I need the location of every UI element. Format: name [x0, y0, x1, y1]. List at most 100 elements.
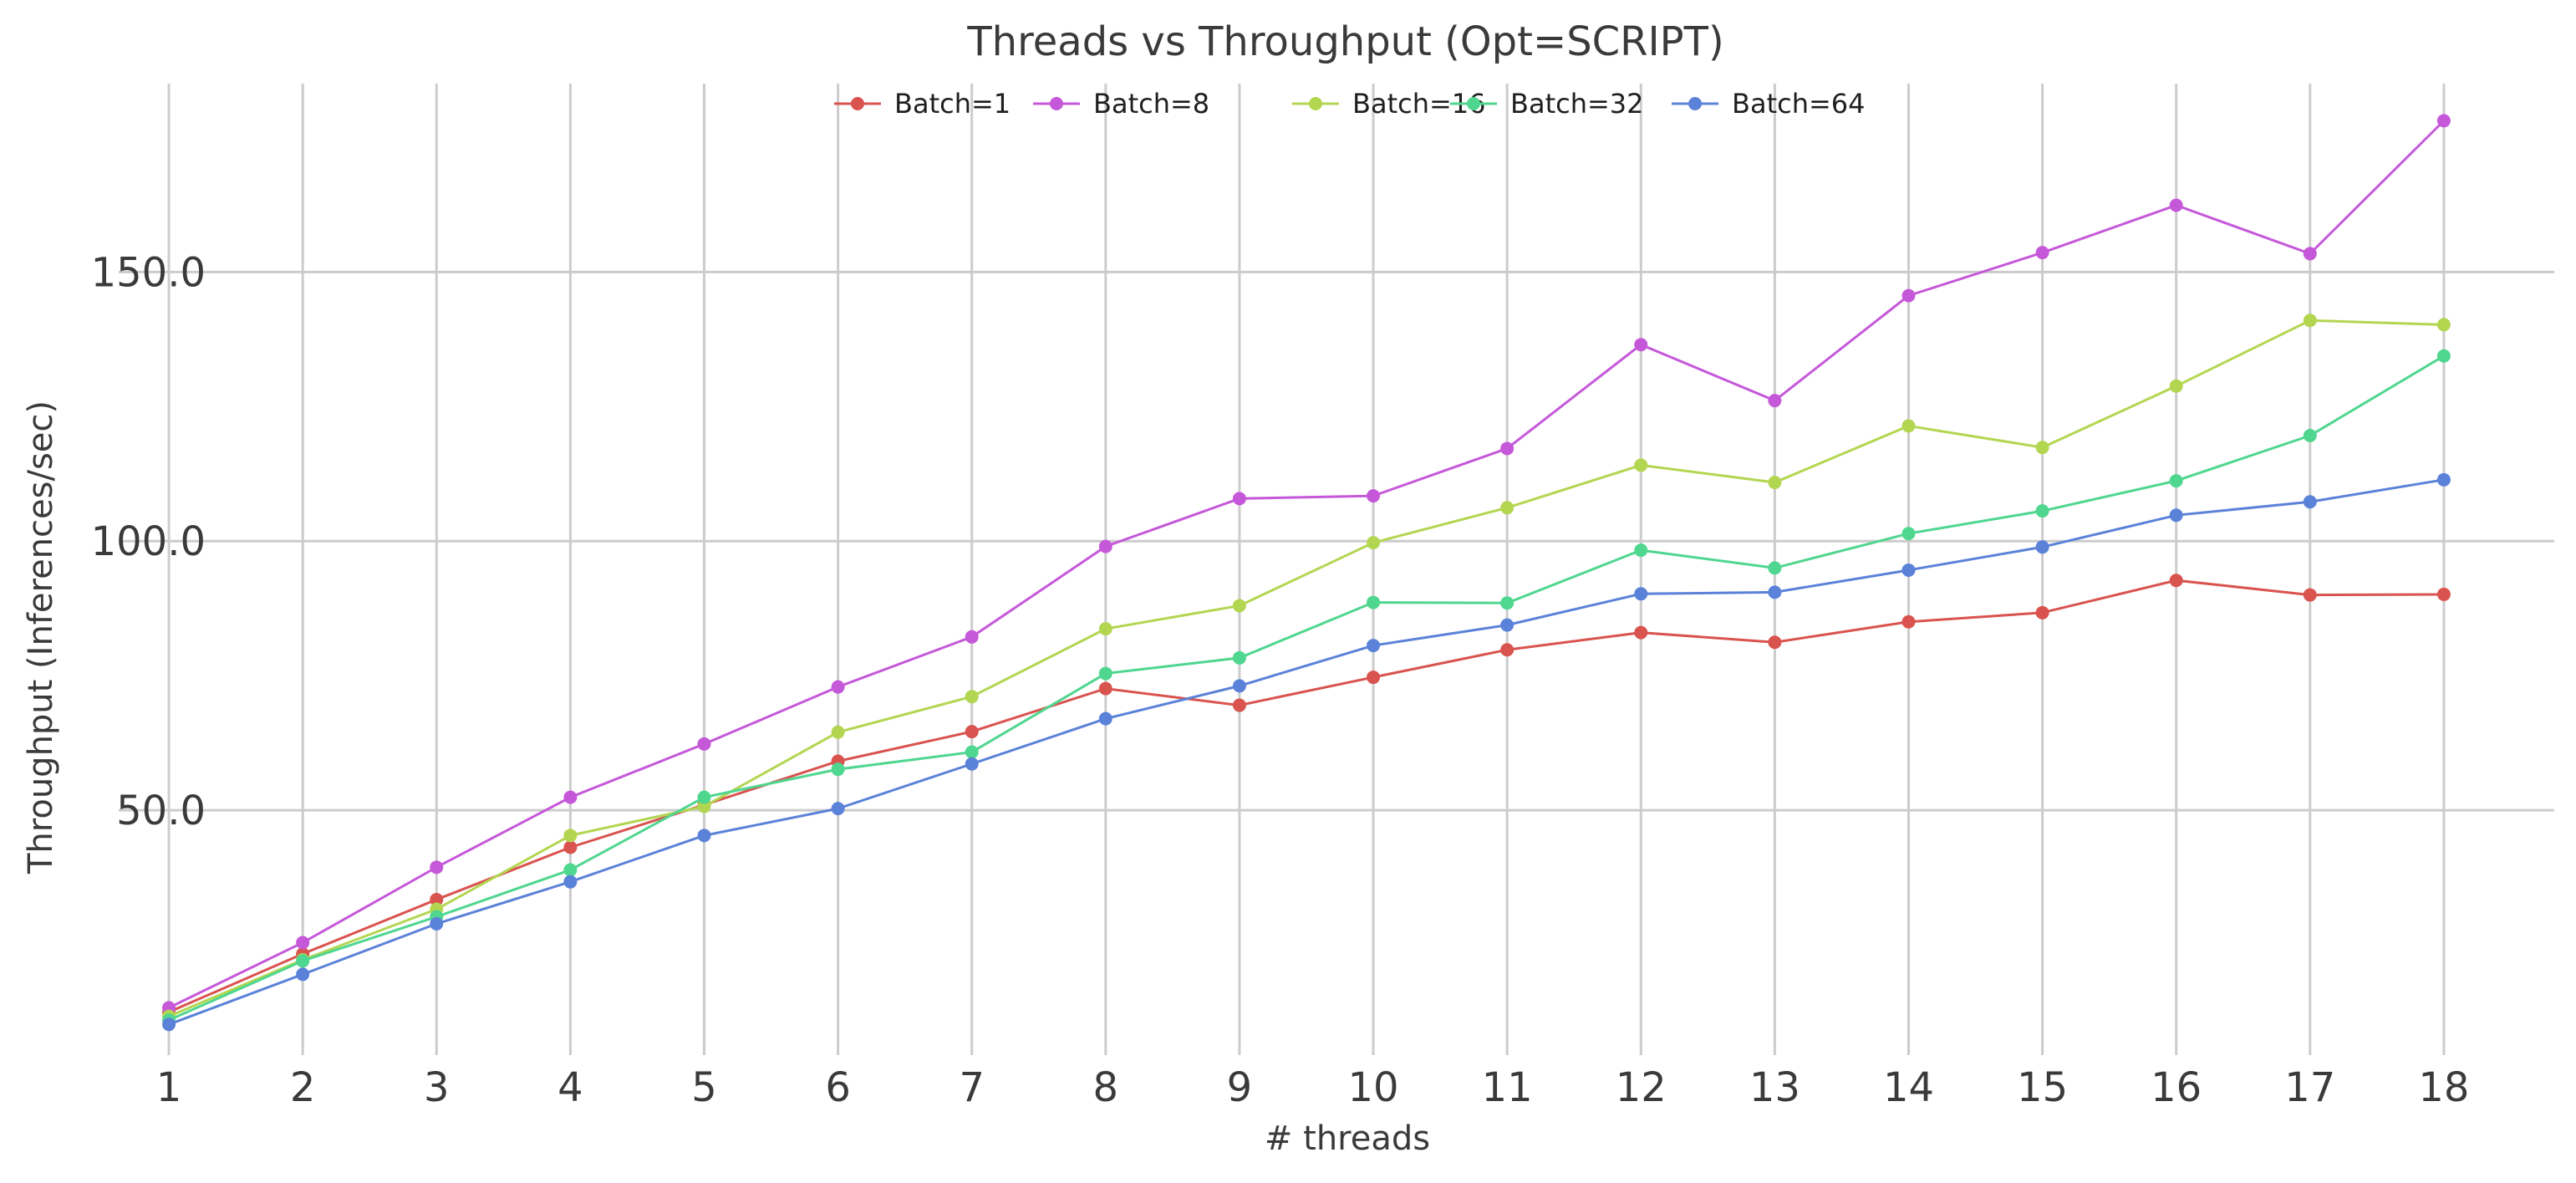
series-batch-16 [162, 314, 2451, 1023]
data-point [697, 737, 711, 751]
x-tick-label: 5 [691, 1064, 717, 1111]
legend: Batch=1 Batch=8 Batch=16 Batch=32 Batch=64 [834, 88, 1866, 120]
data-point [1367, 639, 1381, 653]
data-point [1634, 338, 1648, 352]
data-point [1367, 671, 1381, 685]
data-point [1232, 650, 1246, 665]
data-point [965, 725, 979, 739]
data-point [697, 829, 711, 843]
series-line [168, 319, 2444, 1018]
data-point [1367, 536, 1381, 550]
x-tick-label: 4 [557, 1064, 583, 1111]
x-tick-label: 6 [825, 1064, 851, 1111]
data-point [1500, 501, 1515, 515]
data-point [563, 840, 578, 854]
legend-label: Batch=8 [1093, 88, 1209, 120]
series-line [168, 120, 2445, 1009]
x-tick-label: 16 [2151, 1064, 2202, 1111]
data-point [1098, 681, 1112, 696]
data-point [296, 936, 310, 950]
x-tick-label: 8 [1093, 1064, 1119, 1111]
data-point [831, 762, 845, 777]
legend-swatch-marker [851, 97, 864, 110]
data-point [1901, 288, 1916, 303]
y-axis-ticks: 50.0 100.0 150.0 [91, 249, 206, 834]
legend-swatch-marker [1309, 97, 1322, 110]
x-tick-label: 15 [2017, 1064, 2068, 1111]
data-point [831, 680, 845, 694]
data-point [2169, 379, 2183, 393]
x-tick-label: 17 [2284, 1064, 2335, 1111]
data-point [430, 916, 444, 931]
data-point [965, 745, 979, 759]
data-point [2303, 495, 2317, 509]
series-batch-1 [162, 574, 2451, 1019]
data-point [1901, 563, 1916, 577]
data-point [1367, 489, 1381, 503]
series-batch-64 [162, 472, 2451, 1032]
data-point [2303, 314, 2317, 328]
data-point [2035, 441, 2049, 455]
data-point [162, 1017, 176, 1032]
data-point [563, 875, 578, 889]
data-point [2035, 605, 2049, 620]
data-point [2436, 587, 2451, 601]
data-point [1634, 587, 1648, 601]
data-point [1098, 711, 1112, 726]
x-tick-label: 18 [2418, 1064, 2469, 1111]
data-point [1901, 614, 1916, 629]
y-tick-label: 100.0 [91, 518, 206, 565]
series-line [168, 579, 2444, 1013]
legend-swatch-marker [1688, 97, 1702, 110]
x-tick-label: 14 [1883, 1064, 1934, 1111]
data-point [1634, 458, 1648, 472]
x-tick-label: 7 [959, 1064, 985, 1111]
data-point [430, 860, 444, 875]
x-tick-label: 9 [1227, 1064, 1253, 1111]
data-point [1634, 543, 1648, 558]
chart-title: Threads vs Throughput (Opt=SCRIPT) [966, 18, 1723, 65]
x-tick-label: 3 [424, 1064, 450, 1111]
data-point [563, 829, 578, 843]
data-point [965, 630, 979, 644]
x-axis-ticks: 1 2 3 4 5 6 7 8 9 10 11 12 13 14 15 16 17 18 [156, 1064, 2470, 1111]
data-point [1901, 419, 1916, 433]
series-batch-8 [162, 114, 2451, 1015]
data-point [965, 690, 979, 704]
legend-item-batch-64: Batch=64 [1672, 88, 1866, 120]
x-axis-label: # threads [1265, 1119, 1430, 1158]
data-point [1098, 666, 1112, 681]
x-tick-label: 13 [1749, 1064, 1800, 1111]
data-point [2436, 349, 2451, 363]
legend-label: Batch=32 [1510, 88, 1644, 120]
legend-swatch-marker [1050, 97, 1063, 110]
data-point [1500, 441, 1515, 456]
data-point [1500, 643, 1515, 657]
data-point [1768, 561, 1782, 575]
data-point [2303, 247, 2317, 261]
x-tick-label: 2 [290, 1064, 316, 1111]
legend-item-batch-1: Batch=1 [834, 88, 1011, 120]
data-point [296, 954, 310, 968]
series-line [168, 478, 2445, 1026]
data-point [2035, 504, 2049, 518]
data-point [1901, 527, 1916, 541]
data-point [1232, 698, 1246, 712]
series-line [168, 354, 2445, 1022]
data-point [2303, 429, 2317, 443]
x-tick-label: 1 [156, 1064, 182, 1111]
data-point [1500, 618, 1515, 632]
data-point [563, 790, 578, 804]
data-point [2169, 574, 2183, 588]
data-point [2035, 246, 2049, 260]
data-point [1367, 595, 1381, 609]
data-point [1500, 596, 1515, 610]
data-point [697, 799, 711, 813]
legend-label: Batch=64 [1732, 88, 1866, 120]
y-tick-label: 150.0 [91, 249, 206, 296]
data-point [1768, 394, 1782, 408]
data-point [1768, 476, 1782, 490]
data-point [697, 790, 711, 804]
